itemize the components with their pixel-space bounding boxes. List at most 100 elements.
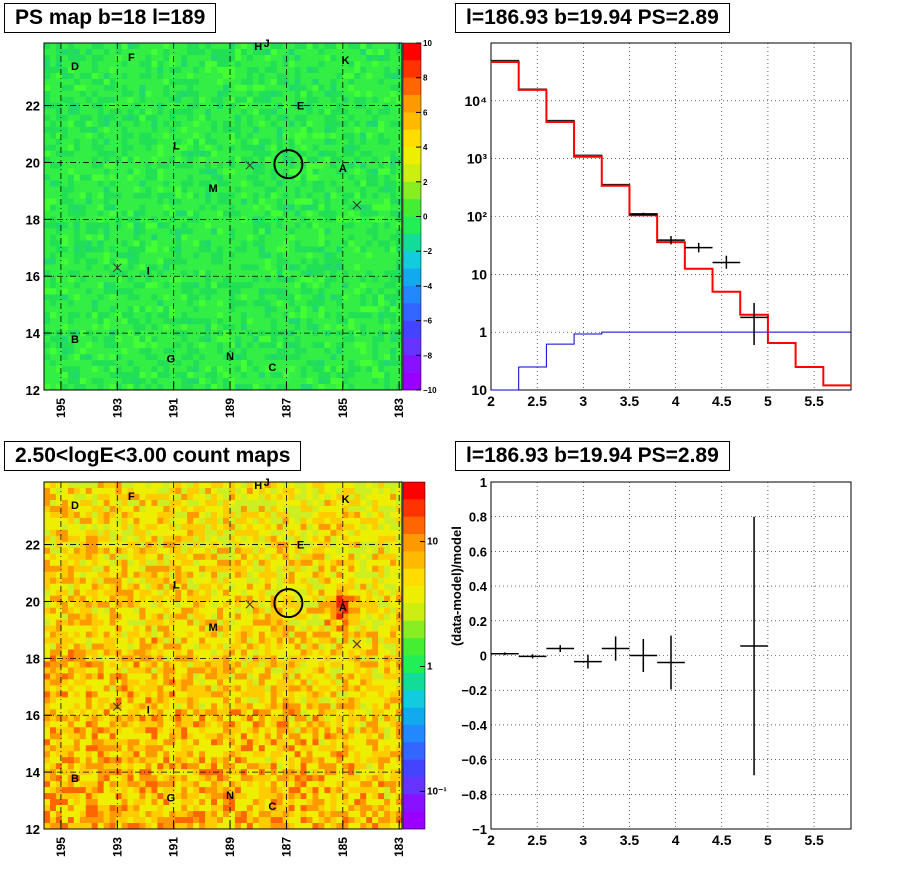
heatmap-cell [151, 733, 158, 740]
heatmap-cell [169, 721, 176, 728]
heatmap-cell [44, 805, 51, 812]
heatmap-cell [73, 619, 81, 626]
heatmap-cell [288, 252, 295, 259]
heatmap-cell [228, 264, 236, 271]
heatmap-cell [211, 186, 218, 193]
heatmap-cell [354, 258, 361, 265]
heatmap-cell [85, 60, 93, 68]
heatmap-cell [127, 48, 134, 56]
heatmap-cell [61, 378, 69, 385]
heatmap-cell [127, 222, 134, 229]
heatmap-cell [157, 487, 164, 495]
heatmap-cell [85, 252, 93, 259]
heatmap-cell [294, 126, 301, 134]
heatmap-cell [217, 156, 224, 163]
heatmap-cell [133, 805, 140, 812]
heatmap-cell [228, 72, 236, 80]
heatmap-cell [205, 90, 212, 98]
heatmap-cell [109, 384, 116, 391]
heatmap-cell [223, 270, 230, 277]
heatmap-cell [121, 186, 128, 193]
heatmap-cell [55, 739, 63, 746]
heatmap-cell [330, 336, 337, 343]
heatmap-cell [228, 222, 236, 229]
heatmap-cell [121, 306, 128, 313]
heatmap-cell [79, 679, 87, 686]
heatmap-cell [372, 228, 379, 235]
heatmap-cell [169, 324, 176, 331]
heatmap-cell [390, 240, 397, 247]
heatmap-cell [73, 733, 81, 740]
heatmap-cell [55, 198, 63, 205]
heatmap-cell [258, 300, 266, 307]
heatmap-cell [324, 270, 331, 277]
heatmap-cell [133, 727, 140, 734]
heatmap-cell [49, 156, 57, 163]
heatmap-cell [97, 342, 104, 349]
heatmap-cell [61, 535, 69, 543]
heatmap-cell [55, 90, 63, 98]
heatmap-cell [175, 517, 182, 525]
heatmap-cell [103, 553, 110, 561]
heatmap-cell [312, 108, 319, 116]
heatmap-cell [73, 505, 81, 513]
heatmap-cell [73, 114, 81, 122]
heatmap-cell [348, 66, 355, 74]
heatmap-cell [61, 96, 69, 104]
heatmap-cell [258, 312, 266, 319]
heatmap-cell [151, 228, 158, 235]
heatmap-cell [103, 96, 110, 104]
heatmap-cell [91, 294, 98, 301]
heatmap-cell [258, 210, 266, 217]
heatmap-cell [133, 739, 140, 746]
heatmap-cell [44, 751, 51, 758]
heatmap-cell [187, 174, 194, 181]
heatmap-cell [300, 318, 307, 325]
heatmap-cell [384, 186, 391, 193]
heatmap-cell [145, 619, 152, 626]
heatmap-cell [157, 222, 164, 229]
heatmap-cell [282, 120, 289, 128]
heatmap-cell [55, 667, 63, 674]
heatmap-cell [223, 246, 230, 253]
heatmap-cell [121, 482, 128, 489]
heatmap-cell [366, 66, 373, 74]
heatmap-cell [240, 114, 248, 122]
heatmap-cell [44, 679, 51, 686]
heatmap-cell [163, 583, 170, 590]
heatmap-cell [366, 366, 373, 373]
heatmap-cell [396, 372, 403, 379]
heatmap-cell [127, 595, 134, 602]
heatmap-cell [85, 234, 93, 241]
heatmap-cell [139, 270, 146, 277]
heatmap-cell [354, 132, 361, 140]
heatmap-cell [312, 96, 319, 104]
heatmap-cell [187, 78, 194, 86]
heatmap-cell [127, 246, 134, 253]
heatmap-cell [73, 727, 81, 734]
colorbar-segment [403, 43, 421, 61]
heatmap-cell [169, 156, 176, 163]
heatmap-cell [121, 138, 128, 146]
heatmap-cell [366, 120, 373, 128]
heatmap-cell [205, 132, 212, 140]
heatmap-cell [44, 673, 51, 680]
heatmap-cell [61, 493, 69, 501]
heatmap-cell [121, 354, 128, 361]
heatmap-cell [127, 673, 134, 680]
heatmap-cell [85, 84, 93, 92]
heatmap-cell [234, 96, 242, 104]
heatmap-cell [127, 649, 134, 656]
heatmap-cell [91, 132, 98, 140]
heatmap-cell [49, 745, 57, 752]
heatmap-cell [360, 354, 367, 361]
heatmap-cell [91, 487, 98, 495]
heatmap-cell [61, 511, 69, 519]
heatmap-cell [187, 138, 194, 146]
heatmap-cell [79, 655, 87, 662]
heatmap-cell [103, 144, 110, 151]
heatmap-cell [73, 96, 81, 104]
heatmap-cell [294, 108, 301, 116]
heatmap-cell [240, 132, 248, 140]
heatmap-cell [67, 511, 75, 519]
